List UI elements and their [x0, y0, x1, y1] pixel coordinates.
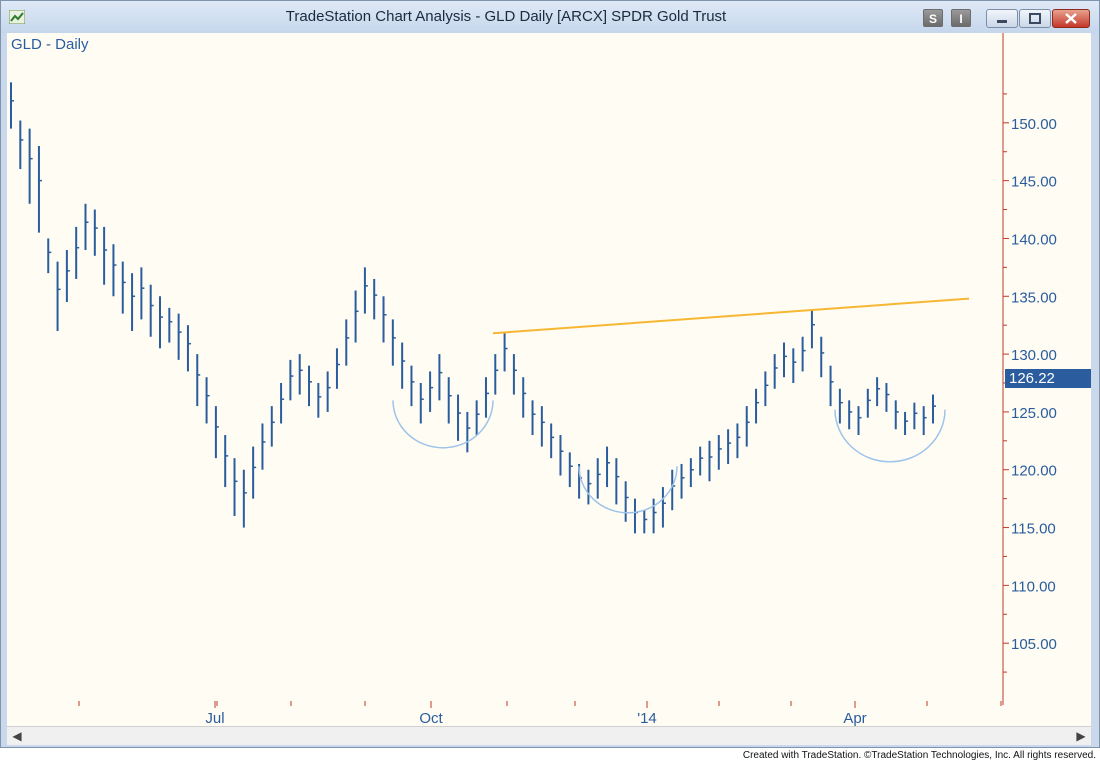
- credit-text: Created with TradeStation. ©TradeStation…: [742, 750, 1096, 761]
- minimize-icon: [997, 20, 1007, 23]
- y-tick-label: 130.00: [1011, 347, 1057, 364]
- minimize-button[interactable]: [986, 9, 1018, 28]
- y-tick-label: 125.00: [1011, 405, 1057, 422]
- last-price-badge: 126.22: [1005, 369, 1091, 388]
- y-tick-label: 145.00: [1011, 174, 1057, 191]
- y-tick-label: 140.00: [1011, 231, 1057, 248]
- y-tick-label: 115.00: [1011, 521, 1056, 538]
- s-button[interactable]: S: [923, 9, 943, 27]
- i-button[interactable]: I: [951, 9, 971, 27]
- maximize-icon: [1029, 13, 1041, 24]
- close-icon: [1065, 13, 1077, 24]
- x-tick-label: Oct: [419, 710, 443, 726]
- x-tick-label: Jul: [205, 710, 224, 726]
- y-tick-label: 105.00: [1011, 636, 1057, 653]
- chart-window: TradeStation Chart Analysis - GLD Daily …: [0, 0, 1100, 748]
- maximize-button[interactable]: [1019, 9, 1051, 28]
- window-title: TradeStation Chart Analysis - GLD Daily …: [285, 8, 727, 25]
- y-tick-label: 150.00: [1011, 116, 1057, 133]
- close-button[interactable]: [1052, 9, 1090, 28]
- x-tick-label: '14: [637, 710, 657, 726]
- title-bar: TradeStation Chart Analysis - GLD Daily …: [1, 1, 1099, 33]
- x-tick-label: Apr: [843, 710, 866, 726]
- pattern-arc: [392, 400, 494, 449]
- resistance-trendline: [492, 297, 970, 335]
- y-tick-label: 110.00: [1011, 578, 1056, 595]
- y-tick-label: 120.00: [1011, 463, 1057, 480]
- y-tick-label: 135.00: [1011, 289, 1057, 306]
- chart-title: GLD - Daily: [11, 36, 89, 53]
- scroll-left-icon[interactable]: ◀: [12, 729, 22, 743]
- chart-app-icon: [9, 10, 25, 24]
- horizontal-scrollbar[interactable]: ◀ ▶: [7, 726, 1091, 745]
- price-chart: 150.00 145.00 140.00 135.00 130.00 125.00 120.…: [10, 33, 1057, 727]
- pattern-arc: [834, 409, 946, 463]
- pattern-arc: [578, 466, 678, 514]
- plot-area: 150.00 145.00 140.00 135.00 130.00 125.00 120.…: [7, 33, 1091, 727]
- scroll-right-icon[interactable]: ▶: [1076, 729, 1086, 743]
